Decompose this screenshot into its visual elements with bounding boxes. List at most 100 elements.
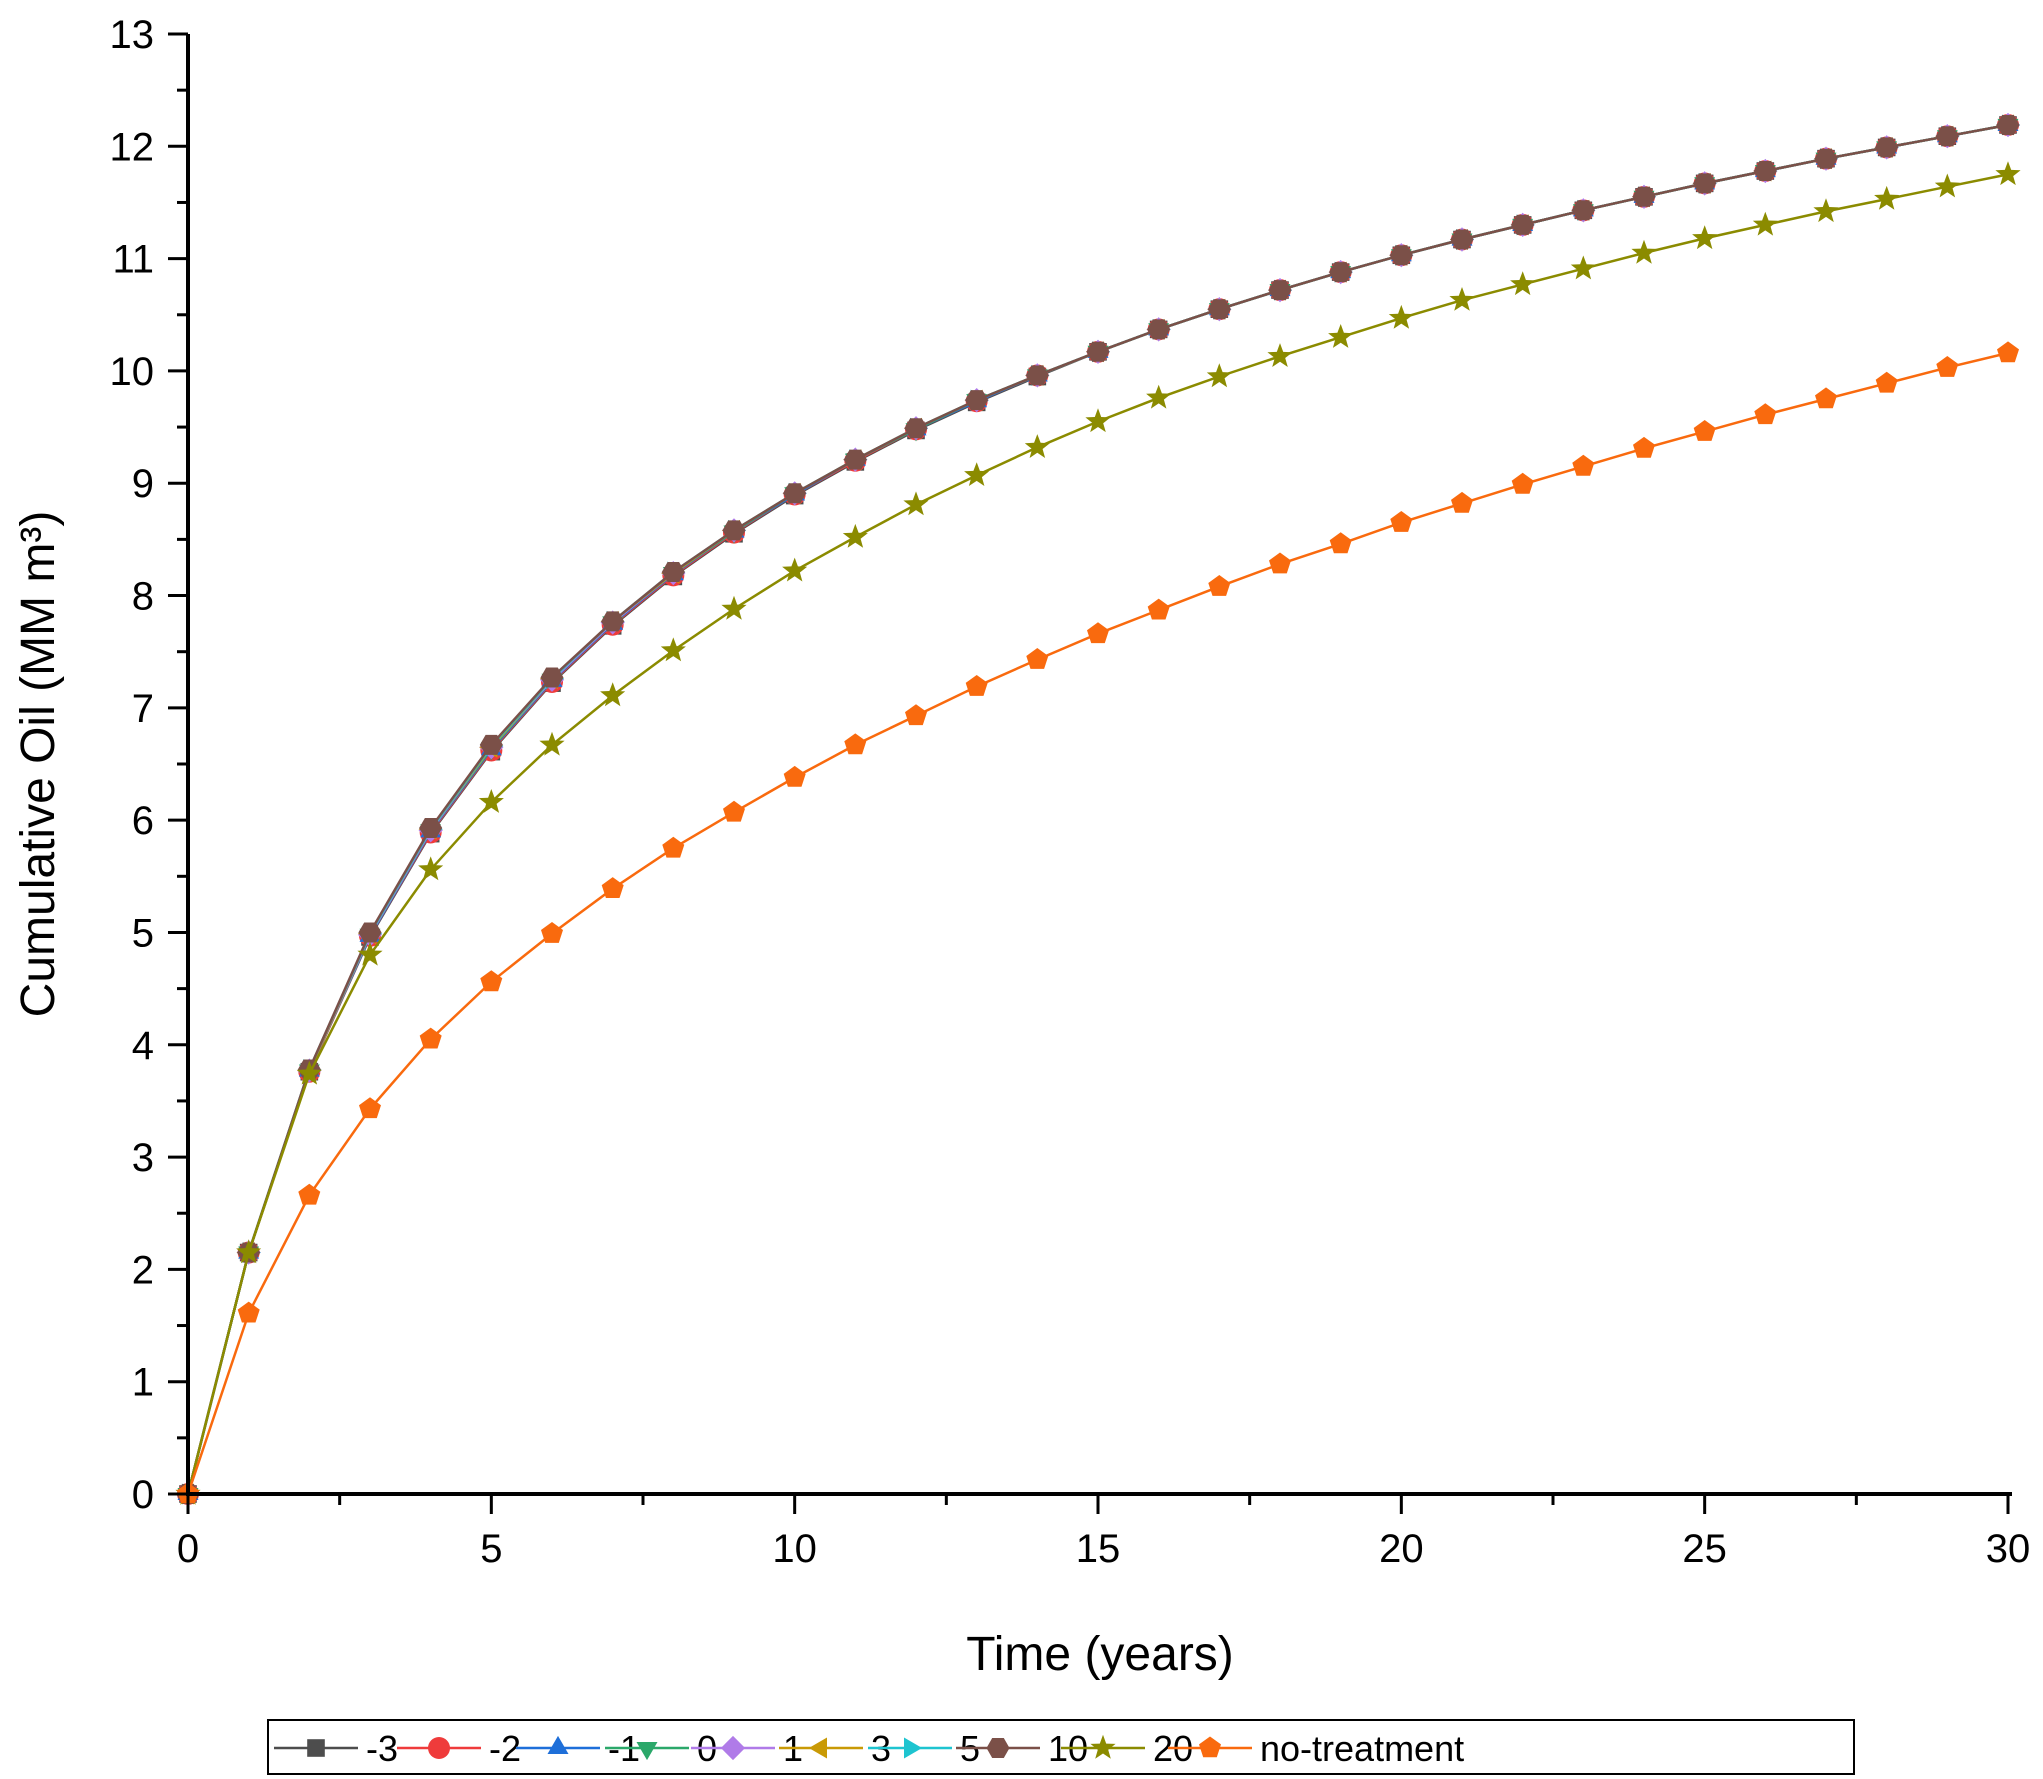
series--1 xyxy=(177,112,2019,1500)
data-point xyxy=(1752,211,1778,236)
y-tick-label: 11 xyxy=(112,238,154,282)
y-tick-label: 4 xyxy=(132,1024,154,1068)
legend-marker xyxy=(720,1735,746,1761)
data-point xyxy=(1024,434,1050,458)
data-point xyxy=(358,922,382,943)
y-tick-label: 12 xyxy=(110,125,155,169)
series-line xyxy=(186,123,2009,1495)
data-point xyxy=(1996,115,2020,135)
series-3 xyxy=(175,114,2014,1505)
data-point xyxy=(1389,245,1413,266)
series-layer xyxy=(175,112,2021,1507)
series--3 xyxy=(179,116,2017,1503)
data-point xyxy=(1268,280,1292,301)
data-point xyxy=(1207,299,1231,320)
data-point xyxy=(905,704,927,726)
data-point xyxy=(236,1239,262,1264)
y-tick-label: 8 xyxy=(132,575,154,619)
data-point xyxy=(721,595,747,620)
data-point xyxy=(1086,341,1110,362)
series-line xyxy=(186,123,2009,1495)
data-point xyxy=(419,818,443,838)
data-point xyxy=(1753,161,1777,181)
legend-label: -2 xyxy=(489,1728,521,1769)
legend-label: no-treatment xyxy=(1260,1728,1464,1769)
data-point xyxy=(1026,648,1049,669)
legend-item--2: -2 xyxy=(397,1728,521,1769)
x-tick-label: 20 xyxy=(1379,1527,1424,1571)
data-point xyxy=(1692,225,1718,250)
legend-marker xyxy=(428,1737,450,1759)
series-line xyxy=(186,351,2009,1495)
y-tick-label: 1 xyxy=(132,1361,154,1405)
series-5 xyxy=(181,114,2021,1505)
legend-item-no-treatment: no-treatment xyxy=(1168,1728,1464,1769)
data-point xyxy=(1693,173,1717,194)
data-point xyxy=(1813,198,1839,223)
data-point xyxy=(660,637,686,662)
data-point xyxy=(1815,387,1837,409)
data-point xyxy=(1631,239,1657,264)
series-line xyxy=(186,123,2009,1495)
data-point xyxy=(903,491,929,516)
data-point xyxy=(1329,532,1352,554)
data-point xyxy=(539,731,565,756)
data-point xyxy=(1936,356,1959,377)
data-point xyxy=(296,1060,322,1085)
data-point xyxy=(1451,491,1473,513)
y-tick-label: 9 xyxy=(132,462,154,506)
data-point xyxy=(1206,363,1232,388)
data-point xyxy=(298,1183,321,1205)
data-point xyxy=(1510,271,1536,296)
data-point xyxy=(601,611,625,632)
axes-layer xyxy=(186,34,2012,1496)
y-tick-label: 0 xyxy=(132,1473,154,1517)
data-point xyxy=(1269,552,1291,574)
data-point xyxy=(1147,598,1170,620)
data-point xyxy=(1633,436,1655,458)
data-point xyxy=(904,418,928,439)
data-point xyxy=(478,789,504,813)
data-point xyxy=(1875,137,1899,158)
data-point xyxy=(723,800,745,822)
legend-marker xyxy=(636,1742,658,1761)
data-point xyxy=(1572,454,1595,476)
x-tick-label: 25 xyxy=(1682,1527,1727,1571)
y-tick-label: 3 xyxy=(132,1136,154,1180)
data-point xyxy=(783,483,807,504)
x-tick-label: 15 xyxy=(1076,1527,1121,1571)
data-point xyxy=(843,449,867,470)
legend: -3 -2 -1 0 1 3 5 10 20 no-treatment xyxy=(267,1719,1855,1775)
data-point xyxy=(1329,262,1353,283)
series-0 xyxy=(177,118,2019,1507)
x-axis-title: Time (years) xyxy=(966,1628,1234,1681)
data-point xyxy=(1450,229,1474,250)
series--2 xyxy=(177,113,2019,1505)
data-point xyxy=(541,922,563,943)
data-point xyxy=(359,1097,381,1119)
y-tick-label: 10 xyxy=(110,350,155,394)
data-point xyxy=(480,970,503,992)
series-line xyxy=(186,123,2009,1495)
data-point xyxy=(782,557,808,582)
data-point xyxy=(1874,185,1900,210)
data-point xyxy=(965,390,989,411)
legend-marker xyxy=(904,1737,923,1759)
legend-marker xyxy=(808,1737,827,1759)
data-point xyxy=(1087,622,1109,644)
data-point xyxy=(1085,408,1111,433)
legend-marker xyxy=(547,1735,569,1754)
data-point xyxy=(1025,365,1049,386)
data-point xyxy=(1267,343,1293,367)
series-20 xyxy=(175,161,2021,1505)
y-tick-label: 2 xyxy=(132,1248,154,1292)
legend-item--3: -3 xyxy=(274,1728,398,1769)
x-tick-label: 0 xyxy=(177,1527,199,1571)
data-point xyxy=(844,733,867,755)
series-no-treatment xyxy=(177,341,2019,1504)
y-axis-title: Cumulative Oil (MM m³) xyxy=(12,511,65,1018)
series-line xyxy=(186,123,2009,1495)
legend-marker xyxy=(986,1738,1010,1758)
legend-marker xyxy=(307,1739,325,1757)
